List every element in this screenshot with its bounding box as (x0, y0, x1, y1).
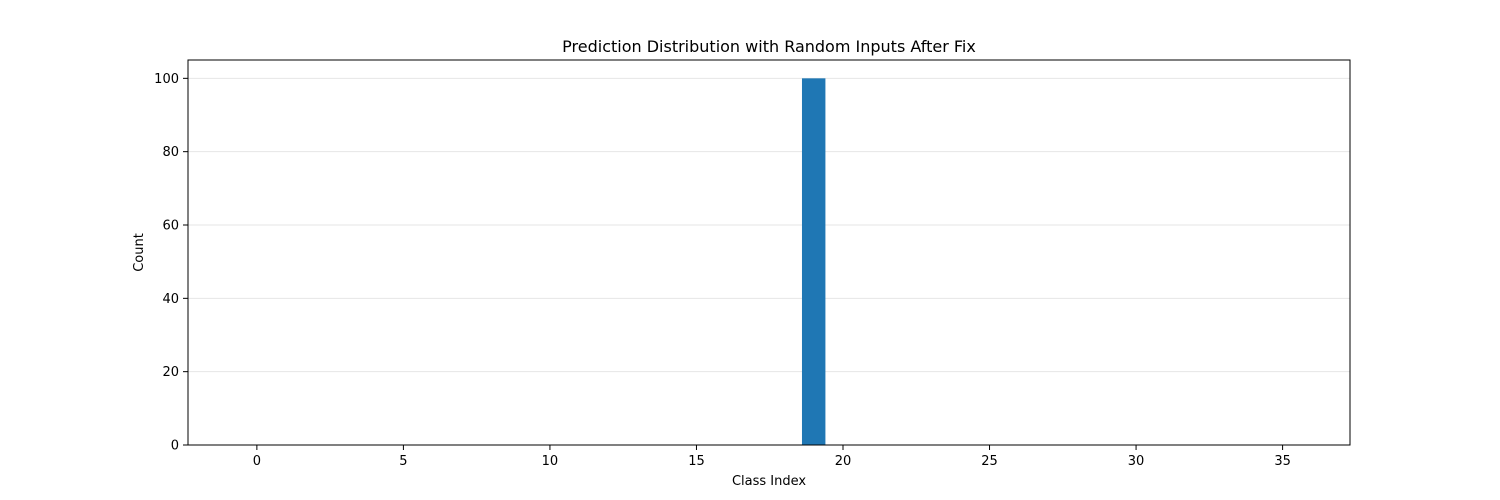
y-tick-label: 40 (162, 292, 179, 307)
y-tick-label: 80 (162, 145, 179, 160)
chart-title: Prediction Distribution with Random Inpu… (562, 37, 976, 56)
x-tick-label: 15 (688, 454, 705, 469)
x-tick-label: 10 (542, 454, 559, 469)
bar-class-19 (801, 78, 826, 445)
y-tick-label: 20 (162, 365, 179, 380)
y-tick-label: 0 (171, 439, 179, 454)
x-tick-label: 20 (835, 454, 852, 469)
x-axis-label: Class Index (732, 474, 806, 489)
x-tick-label: 30 (1128, 454, 1145, 469)
y-axis-ticks: 0 20 40 60 80 100 (154, 72, 188, 454)
x-tick-label: 25 (981, 454, 998, 469)
x-tick-label: 5 (399, 454, 407, 469)
y-tick-label: 100 (154, 72, 179, 87)
y-axis-label: Count (132, 233, 147, 272)
y-tick-label: 60 (162, 219, 179, 234)
x-axis-ticks: 0 5 10 15 20 25 30 35 (253, 445, 1291, 469)
plot-frame (187, 59, 1351, 446)
x-tick-label: 35 (1274, 454, 1291, 469)
gridlines (188, 77, 1350, 373)
bars (801, 78, 826, 445)
x-tick-label: 0 (253, 454, 261, 469)
